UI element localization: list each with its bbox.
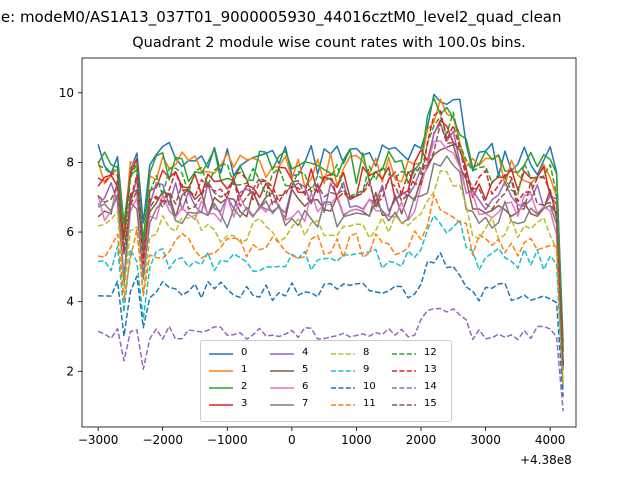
- x-tick-label: 0: [288, 433, 296, 447]
- x-axis-offset-label: +4.38e8: [520, 453, 572, 467]
- y-tick-label: 10: [59, 86, 74, 100]
- legend-swatch: [270, 404, 294, 406]
- legend-swatch: [270, 370, 294, 372]
- series-line-4: [97, 123, 564, 367]
- legend-label: 6: [302, 381, 309, 392]
- series-line-12: [97, 111, 564, 362]
- legend-swatch: [209, 370, 233, 372]
- x-tick-label: 1000: [341, 433, 372, 447]
- legend-label: 0: [241, 347, 248, 358]
- legend-swatch: [331, 370, 355, 372]
- legend-swatch: [209, 353, 233, 355]
- y-tick-label: 4: [66, 295, 74, 309]
- legend-swatch: [209, 404, 233, 406]
- axes-frame: [81, 57, 577, 428]
- x-tick-label: −1000: [207, 433, 248, 447]
- legend-label: 15: [424, 398, 437, 409]
- chart-legend: 0 1 2 3 4 5 6 7 8 9 10 11 12 13 14 15: [200, 340, 452, 422]
- x-tick-label: 2000: [406, 433, 437, 447]
- legend-label: 2: [241, 381, 248, 392]
- series-line-0: [97, 93, 564, 343]
- series-line-8: [97, 170, 564, 381]
- x-tick-label: −3000: [78, 433, 119, 447]
- series-line-15: [97, 122, 564, 366]
- series-line-9: [98, 214, 564, 389]
- series-line-14: [97, 307, 564, 412]
- series-line-11: [97, 194, 564, 386]
- legend-label: 1: [241, 364, 248, 375]
- legend-swatch: [392, 353, 416, 355]
- legend-label: 5: [302, 364, 309, 375]
- legend-label: 8: [363, 347, 370, 358]
- series-line-7: [97, 155, 564, 371]
- y-tick-label: 2: [66, 364, 74, 378]
- x-tick-label: 3000: [470, 433, 501, 447]
- legend-label: 14: [424, 381, 437, 392]
- legend-label: 13: [424, 364, 437, 375]
- legend-swatch: [392, 387, 416, 389]
- legend-swatch: [331, 387, 355, 389]
- legend-swatch: [270, 387, 294, 389]
- legend-swatch: [270, 353, 294, 355]
- legend-swatch: [392, 370, 416, 372]
- legend-label: 3: [241, 398, 248, 409]
- legend-label: 4: [302, 347, 309, 358]
- y-tick-label: 8: [66, 155, 74, 169]
- series-line-10: [98, 252, 564, 397]
- figure-suptitle: n file: modeM0/AS1A13_037T01_9000005930_…: [0, 8, 562, 26]
- legend-label: 11: [363, 398, 376, 409]
- legend-label: 9: [363, 364, 370, 375]
- legend-label: 12: [424, 347, 437, 358]
- x-tick-label: 4000: [535, 433, 566, 447]
- series-line-13: [97, 110, 564, 364]
- series-line-2: [97, 97, 564, 352]
- legend-label: 10: [363, 381, 376, 392]
- chart-title: Quadrant 2 module wise count rates with …: [132, 35, 526, 51]
- legend-swatch: [209, 387, 233, 389]
- series-line-1: [97, 98, 564, 353]
- legend-swatch: [392, 404, 416, 406]
- legend-swatch: [331, 353, 355, 355]
- legend-swatch: [331, 404, 355, 406]
- plot-area: [97, 93, 564, 412]
- legend-label: 7: [302, 398, 309, 409]
- x-tick-label: −2000: [142, 433, 183, 447]
- y-tick-label: 6: [66, 225, 74, 239]
